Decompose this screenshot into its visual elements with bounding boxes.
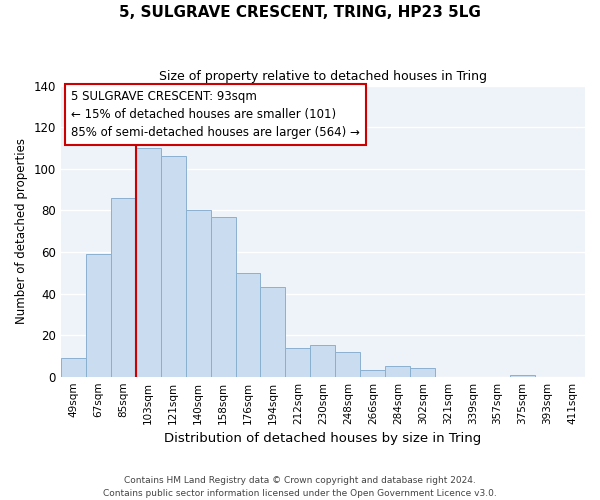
- Bar: [185, 210, 211, 376]
- Bar: [361, 370, 385, 376]
- Bar: [86, 254, 111, 376]
- Bar: [61, 358, 86, 376]
- Bar: [236, 272, 260, 376]
- Text: 5 SULGRAVE CRESCENT: 93sqm
← 15% of detached houses are smaller (101)
85% of sem: 5 SULGRAVE CRESCENT: 93sqm ← 15% of deta…: [71, 90, 360, 139]
- Text: Contains HM Land Registry data © Crown copyright and database right 2024.
Contai: Contains HM Land Registry data © Crown c…: [103, 476, 497, 498]
- Bar: [335, 352, 361, 376]
- Bar: [410, 368, 435, 376]
- Y-axis label: Number of detached properties: Number of detached properties: [15, 138, 28, 324]
- Bar: [385, 366, 410, 376]
- Bar: [111, 198, 136, 376]
- Bar: [260, 288, 286, 376]
- X-axis label: Distribution of detached houses by size in Tring: Distribution of detached houses by size …: [164, 432, 482, 445]
- Text: 5, SULGRAVE CRESCENT, TRING, HP23 5LG: 5, SULGRAVE CRESCENT, TRING, HP23 5LG: [119, 5, 481, 20]
- Bar: [161, 156, 185, 376]
- Bar: [211, 216, 236, 376]
- Bar: [510, 374, 535, 376]
- Bar: [286, 348, 310, 376]
- Bar: [136, 148, 161, 376]
- Title: Size of property relative to detached houses in Tring: Size of property relative to detached ho…: [159, 70, 487, 83]
- Bar: [310, 346, 335, 376]
